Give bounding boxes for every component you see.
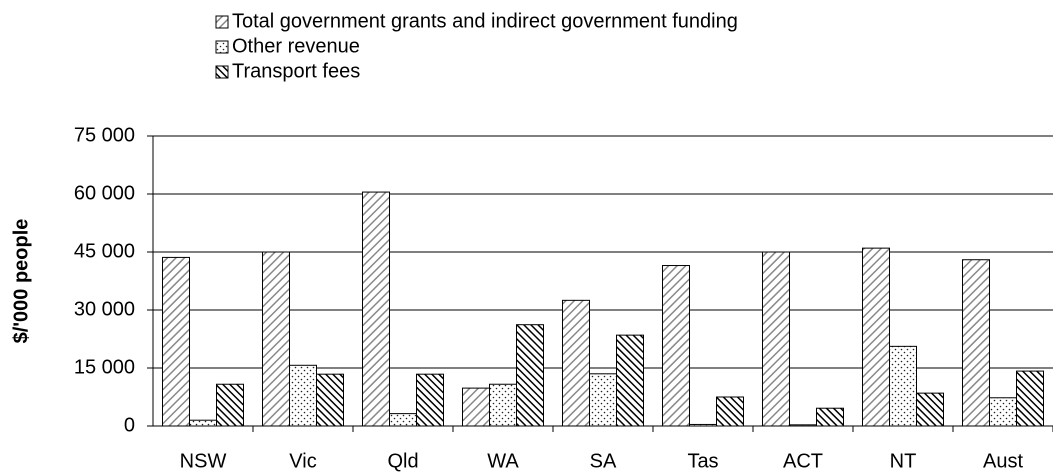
- y-tick-label: 30 000: [74, 298, 135, 320]
- x-tick-label: SA: [590, 450, 617, 472]
- bar: [589, 373, 617, 427]
- x-tick-label: NSW: [180, 450, 227, 472]
- bar: [216, 383, 244, 427]
- bar: [1016, 370, 1044, 427]
- legend-swatch: [215, 65, 229, 79]
- y-tick-label: 45 000: [74, 240, 135, 262]
- bar: [262, 251, 290, 427]
- bar: [316, 373, 344, 427]
- x-tick-label: Qld: [387, 450, 418, 472]
- x-tick-label: WA: [487, 450, 519, 472]
- legend-swatch: [215, 40, 229, 54]
- x-tick-label: NT: [890, 450, 917, 472]
- bar: [889, 345, 917, 427]
- y-axis-title: $/'000 people: [10, 219, 32, 344]
- bar: [189, 419, 217, 427]
- bar: [289, 364, 317, 427]
- bar: [862, 247, 890, 427]
- bar: [162, 256, 190, 427]
- bar: [462, 387, 490, 427]
- bar: [562, 299, 590, 427]
- bar: [662, 265, 690, 427]
- bar: [616, 334, 644, 427]
- bar: [989, 397, 1017, 427]
- x-tick-label: ACT: [783, 450, 823, 472]
- y-tick-label: 15 000: [74, 356, 135, 378]
- bar: [389, 413, 417, 427]
- y-tick-label: 75 000: [74, 124, 135, 146]
- legend-label: Transport fees: [232, 60, 360, 82]
- x-tick-label: Aust: [983, 450, 1023, 472]
- x-tick-label: Tas: [687, 450, 718, 472]
- x-tick-label: Vic: [289, 450, 316, 472]
- y-tick-label: 0: [124, 414, 135, 436]
- bar: [489, 383, 517, 427]
- legend-label: Other revenue: [232, 35, 360, 57]
- bar: [716, 396, 744, 427]
- y-tick-label: 60 000: [74, 182, 135, 204]
- bar: [816, 407, 844, 427]
- bar: [416, 373, 444, 427]
- bar: [916, 392, 944, 427]
- legend-label: Total government grants and indirect gov…: [232, 10, 738, 32]
- legend-swatch: [215, 15, 229, 29]
- bar: [516, 324, 544, 427]
- bar: [762, 251, 790, 427]
- bar: [962, 259, 990, 427]
- bar: [362, 191, 390, 427]
